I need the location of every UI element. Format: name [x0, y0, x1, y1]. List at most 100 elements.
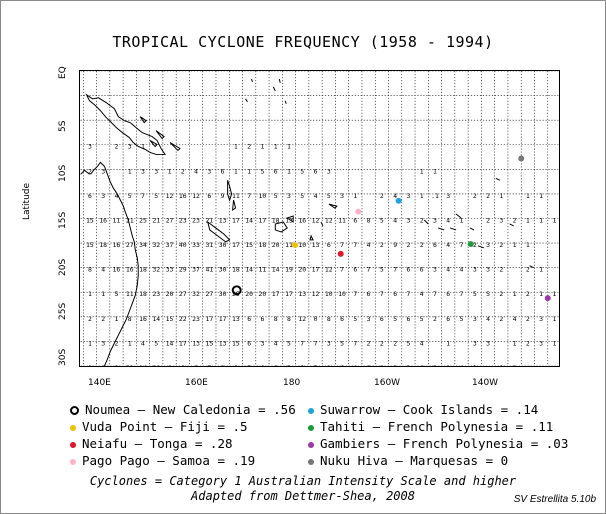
legend-dot-neiafu: [70, 441, 76, 448]
cell-count: 17: [179, 339, 187, 347]
cell-count: 4: [101, 266, 105, 274]
cell-count: 4: [486, 315, 490, 323]
cell-count: 4: [274, 339, 278, 347]
cell-count: 1: [128, 339, 132, 347]
cell-count: 3: [406, 216, 410, 224]
cell-count: 1: [115, 364, 119, 367]
cell-count: 13: [219, 339, 227, 347]
lat-label-15s: 15S: [58, 211, 68, 229]
cell-count: 1: [101, 290, 105, 298]
legend-label-noumea: Noumea – New Caledonia = .56: [85, 402, 296, 417]
cell-count: 2: [513, 364, 517, 367]
legend-dot-gambiers: [308, 441, 314, 448]
lat-label-10s: 10S: [58, 164, 68, 182]
cell-count: 11: [232, 192, 240, 200]
cell-count: 37: [192, 266, 200, 274]
lat-label-5s: 5S: [58, 120, 68, 132]
cell-count: 5: [128, 192, 132, 200]
cell-count: 6: [353, 216, 357, 224]
cell-count: 3: [287, 192, 291, 200]
cell-count: 2: [526, 315, 530, 323]
cell-count: 3: [154, 167, 158, 175]
cell-count: 18: [99, 241, 107, 249]
cell-count: 1: [234, 143, 238, 151]
cell-count: 4: [367, 241, 371, 249]
note-line-2: Adapted from Dettmer-Shea, 2008: [191, 489, 415, 503]
cell-count: 16: [99, 216, 107, 224]
cell-count: 14: [139, 364, 147, 367]
cell-count: 1: [499, 192, 503, 200]
cell-count: 3: [88, 143, 92, 151]
cell-count: 2: [433, 315, 437, 323]
island-markers: [231, 155, 551, 302]
cell-count: 4: [446, 241, 450, 249]
cell-count: 3: [101, 339, 105, 347]
cell-count: 6: [88, 192, 92, 200]
cell-count: 11: [259, 266, 267, 274]
cell-count: 23: [152, 290, 160, 298]
cell-count: 21: [205, 216, 213, 224]
cell-count: 21: [126, 216, 134, 224]
cell-count: 4: [460, 266, 464, 274]
cell-count: 5: [300, 167, 304, 175]
cell-count: 1: [526, 216, 530, 224]
cell-count: 6: [207, 192, 211, 200]
cell-count: 16: [113, 241, 121, 249]
cell-count: 4: [314, 192, 318, 200]
cell-count: 5: [393, 315, 397, 323]
legend-item-gambiers: Gambiers – French Polynesia = .03: [308, 436, 568, 451]
cell-count: 12: [312, 290, 320, 298]
cell-count: 5: [406, 339, 410, 347]
cell-count: 5: [300, 192, 304, 200]
cell-count: 13: [192, 339, 200, 347]
legend-dot-nukuhiva: [308, 458, 314, 465]
cell-count: 27: [166, 216, 174, 224]
cell-count: 3: [207, 167, 211, 175]
cell-count: 30: [219, 241, 227, 249]
legend-item-neiafu: Neiafu – Tonga = .28: [70, 436, 233, 451]
cell-count: 8: [367, 216, 371, 224]
cell-count: 1: [260, 143, 264, 151]
cell-count: 6: [380, 315, 384, 323]
cell-count: 3: [101, 167, 105, 175]
cell-count: 4: [446, 216, 450, 224]
cell-count: 6: [406, 266, 410, 274]
cell-count: 11: [113, 216, 121, 224]
cell-count: 6: [340, 315, 344, 323]
cell-count: 34: [139, 241, 147, 249]
cell-count: 31: [205, 241, 213, 249]
cell-count: 1: [168, 167, 172, 175]
cell-count: 23: [192, 216, 200, 224]
cell-count: 1: [526, 192, 530, 200]
cell-count: 6: [314, 167, 318, 175]
cell-count: 2: [181, 167, 185, 175]
cell-count: 18: [259, 241, 267, 249]
cell-count: 0: [314, 315, 318, 323]
cell-count: 3: [473, 339, 477, 347]
lat-label-25s: 25S: [58, 302, 68, 320]
cell-count: 4: [420, 339, 424, 347]
cell-count: 11: [285, 241, 293, 249]
cell-count: 3: [499, 216, 503, 224]
cell-count: 7: [353, 241, 357, 249]
cell-count: 1: [446, 339, 450, 347]
cell-count: 3: [446, 192, 450, 200]
cell-count: 1: [274, 143, 278, 151]
cell-count: 20: [245, 290, 253, 298]
cell-count: 7: [353, 290, 357, 298]
legend-item-tahiti: Tahiti – French Polynesia = .11: [308, 419, 553, 434]
island-marker-suwarrow: [395, 197, 402, 204]
cell-count: 1: [513, 290, 517, 298]
cell-count: 6: [300, 364, 304, 367]
cell-count: 1: [141, 143, 145, 151]
cell-count: 21: [152, 216, 160, 224]
cell-count: 2: [88, 167, 92, 175]
cell-count: 4: [393, 192, 397, 200]
cell-count: 3: [340, 192, 344, 200]
cell-count: 8: [287, 315, 291, 323]
cell-count: 33: [192, 241, 200, 249]
cell-count: 16: [139, 315, 147, 323]
cell-count: 8: [221, 364, 225, 367]
cell-count: 1: [247, 167, 251, 175]
cell-count: 15: [86, 216, 94, 224]
